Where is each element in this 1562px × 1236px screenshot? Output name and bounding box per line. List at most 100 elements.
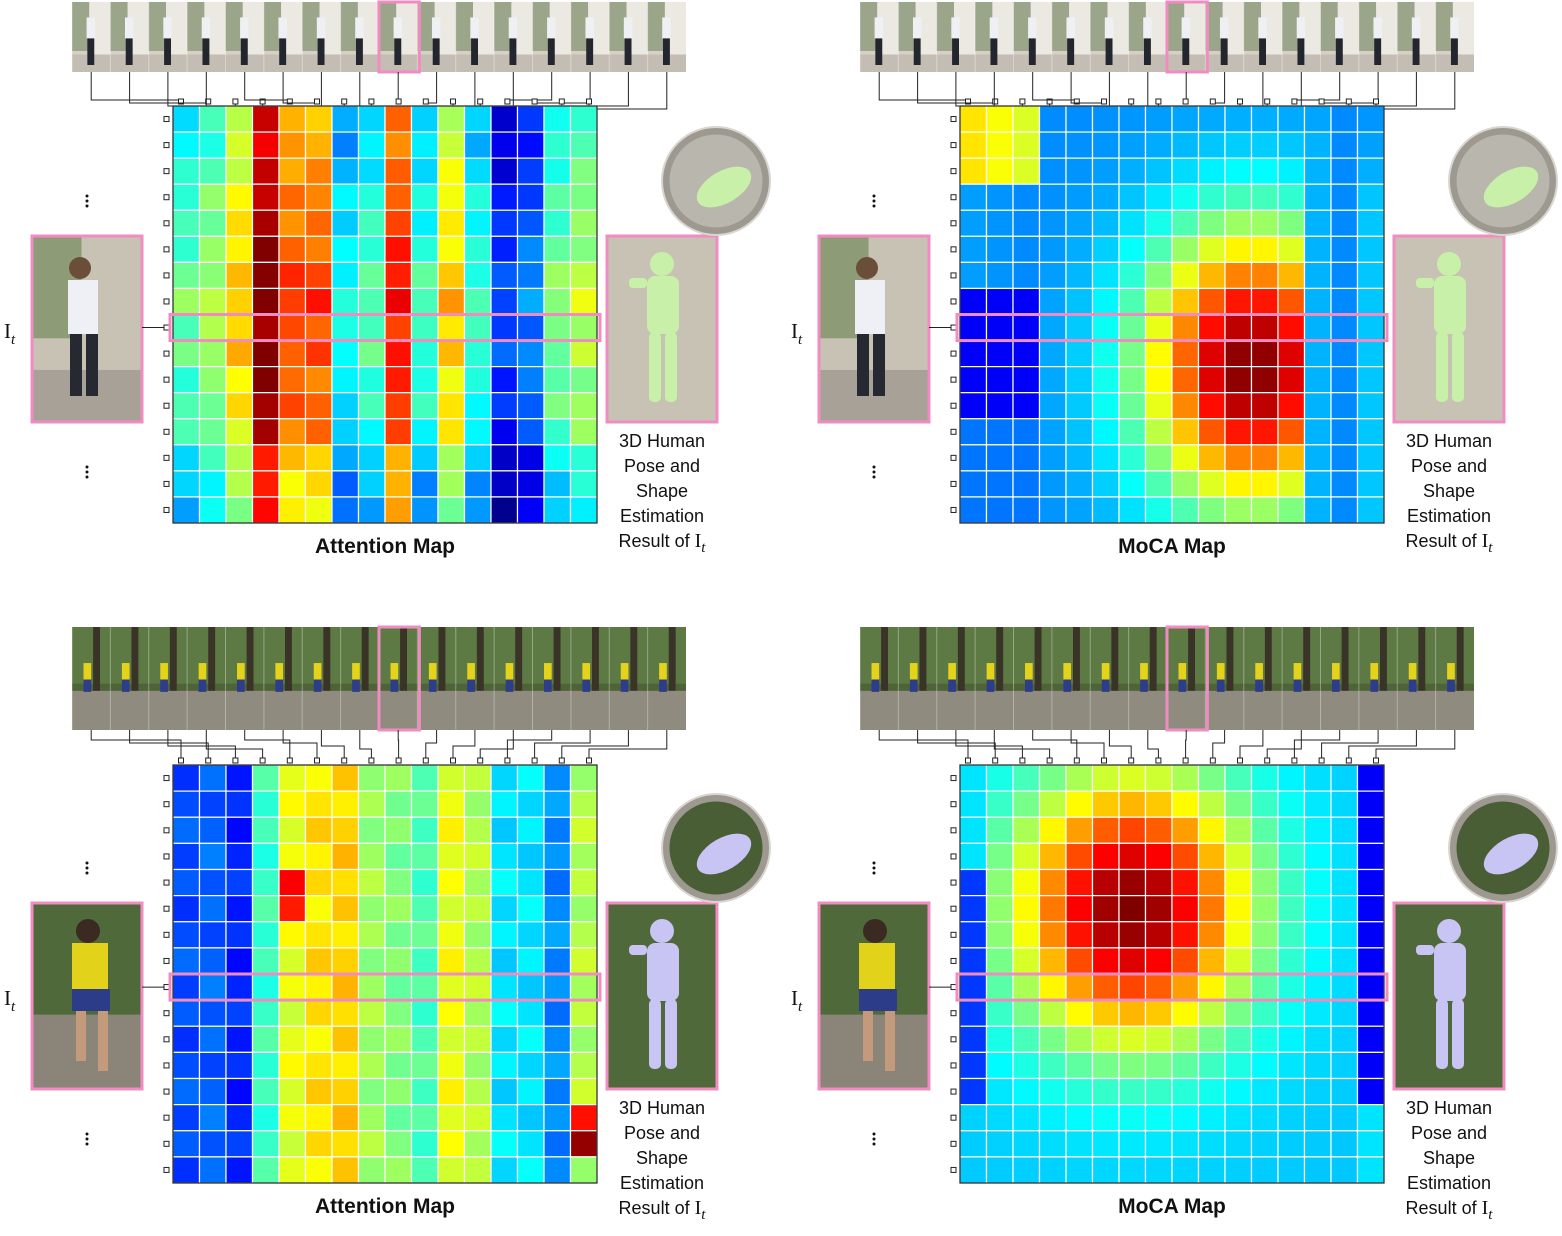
zoom-inset-mesh — [1483, 166, 1539, 208]
heatmap-cell — [1144, 764, 1173, 792]
output-frame — [605, 901, 719, 1091]
column-port — [558, 98, 565, 105]
heatmap-cell — [1277, 313, 1306, 342]
heatmap-cell — [1250, 947, 1279, 975]
heatmap-cell — [1038, 183, 1067, 211]
input-frame-border — [30, 234, 144, 424]
heatmap-cell — [1330, 1077, 1359, 1106]
tree-trunk — [1303, 627, 1311, 710]
person-shirt — [855, 280, 885, 334]
heatmap-cell — [172, 287, 201, 316]
row-port — [163, 168, 170, 175]
wall — [1030, 2, 1052, 55]
person-trousers — [432, 38, 440, 65]
heatmap-cell — [1303, 973, 1332, 1001]
heatmap-cell — [1118, 895, 1147, 923]
row-port — [950, 1036, 957, 1043]
heatmap-cell — [278, 921, 307, 949]
heatmap-cell — [463, 764, 492, 792]
frame-thumbnail — [1204, 627, 1244, 730]
heatmap-cell — [437, 1025, 466, 1053]
row-port — [163, 428, 170, 435]
heatmap-cell — [172, 999, 201, 1027]
heatmap-cell — [490, 418, 519, 446]
result-frame-label: I — [690, 530, 702, 552]
plants — [148, 2, 167, 51]
person-shirt — [909, 663, 918, 680]
heatmap-cell — [1250, 418, 1279, 446]
plants — [1090, 2, 1108, 51]
frame-connectors — [90, 730, 668, 1173]
person-shirt — [659, 663, 667, 680]
heatmap-cell — [1250, 868, 1279, 897]
heatmap-cell — [1012, 1130, 1041, 1158]
heatmap-cell — [251, 764, 280, 792]
connector-line — [561, 72, 629, 107]
heatmap-cell — [198, 842, 227, 871]
column-port — [178, 757, 184, 764]
heatmap-cell — [1065, 496, 1094, 524]
heatmap-cell — [1038, 764, 1067, 792]
rock — [1397, 690, 1436, 730]
heatmap-cell — [384, 1077, 413, 1106]
heatmap-cell — [490, 261, 519, 290]
heatmap-cell — [410, 1051, 439, 1080]
person-trousers — [317, 38, 325, 65]
row-port — [950, 428, 957, 435]
heatmap-cell — [1144, 470, 1173, 498]
heatmap-cell — [1038, 261, 1067, 290]
heatmap-cell — [1197, 496, 1226, 524]
heatmap-cell — [437, 287, 466, 316]
person-trousers — [509, 38, 517, 65]
ellipsis-dot — [872, 199, 876, 203]
heatmap-cell — [437, 392, 466, 420]
tree-trunk — [208, 627, 216, 710]
ellipsis-dot — [872, 204, 876, 208]
heatmap-cell — [1118, 1104, 1147, 1132]
row-port — [163, 801, 170, 808]
heatmap-cell — [225, 418, 254, 446]
heatmap-cell — [985, 1025, 1014, 1053]
connector-line — [425, 730, 438, 761]
result-caption-line: Estimation — [620, 1173, 704, 1193]
heatmap-cell — [959, 157, 988, 185]
person-shirt — [1408, 663, 1417, 680]
ellipsis-dot — [85, 204, 89, 208]
heatmap-cell — [331, 868, 360, 897]
heatmap-cell — [516, 392, 545, 420]
heatmap-cell — [384, 470, 413, 498]
heatmap-cell — [357, 496, 386, 524]
heatmap-cell — [569, 444, 598, 472]
heatmap-cell — [1250, 470, 1279, 498]
column-port — [1209, 98, 1216, 105]
person-leg — [885, 1011, 895, 1071]
heatmap-cell — [1197, 444, 1226, 472]
heatmap-cell — [1171, 1025, 1200, 1053]
plants — [1167, 2, 1185, 51]
heatmap-cell — [1118, 313, 1147, 342]
heatmap-cell — [1091, 444, 1120, 472]
heatmap-cell — [959, 868, 988, 897]
heatmap-cell — [1091, 105, 1120, 133]
heatmap-cell — [1091, 131, 1120, 159]
wall — [877, 2, 899, 55]
heatmap-cell — [1303, 105, 1332, 133]
heatmap-cell — [985, 999, 1014, 1027]
heatmap-cell — [304, 1156, 333, 1184]
connector-line — [320, 730, 345, 761]
heatmap-cell — [543, 1130, 572, 1158]
result-caption-line: Result of It — [619, 1197, 707, 1223]
heatmap-cell — [437, 339, 466, 368]
heatmap-cell — [1065, 261, 1094, 290]
heatmap-cell — [1118, 105, 1147, 133]
heatmap-cell — [1356, 496, 1385, 524]
heatmap-cell — [1091, 790, 1120, 818]
rock — [110, 690, 149, 730]
frame-thumbnail — [1013, 2, 1052, 72]
heatmap-cell — [1250, 921, 1279, 949]
heatmap-cell — [410, 157, 439, 185]
heatmap-cell — [410, 1104, 439, 1132]
heatmap-cell — [304, 1077, 333, 1106]
heatmap-cell — [225, 790, 254, 818]
